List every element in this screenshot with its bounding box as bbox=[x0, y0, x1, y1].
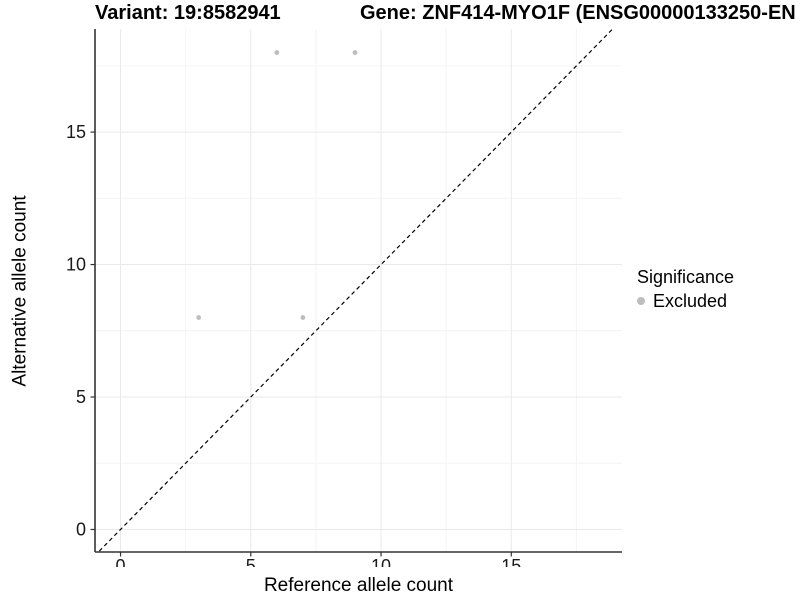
x-tick-label: 0 bbox=[116, 556, 126, 567]
data-point bbox=[352, 50, 358, 55]
data-point bbox=[196, 315, 202, 320]
y-tick-label: 0 bbox=[76, 519, 86, 539]
y-tick-label: 15 bbox=[66, 122, 86, 142]
legend-item-label: Excluded bbox=[653, 291, 728, 311]
legend: Significance Excluded bbox=[637, 266, 734, 312]
x-tick-label: 5 bbox=[246, 556, 256, 567]
identity-line bbox=[97, 29, 614, 552]
legend-title: Significance bbox=[637, 267, 735, 287]
scatter-plot-canvas: 0 5 10 15 0 5 10 15 bbox=[66, 29, 622, 567]
x-tick-label: 10 bbox=[371, 556, 391, 567]
x-tick-label: 15 bbox=[501, 556, 521, 567]
x-axis-title: Reference allele count bbox=[263, 575, 454, 596]
legend-item-excluded: Excluded bbox=[637, 290, 734, 312]
y-tick-label: 5 bbox=[76, 387, 86, 407]
plot-title-gene: Gene: ZNF414-MYO1F (ENSG00000133250-EN bbox=[360, 2, 796, 24]
y-axis-title: Alternative allele count bbox=[9, 195, 31, 387]
data-point bbox=[300, 315, 306, 320]
plot-title-variant: Variant: 19:8582941 bbox=[95, 2, 281, 24]
data-point bbox=[274, 50, 280, 55]
legend-point-icon bbox=[637, 297, 645, 305]
y-tick-label: 10 bbox=[66, 255, 86, 275]
